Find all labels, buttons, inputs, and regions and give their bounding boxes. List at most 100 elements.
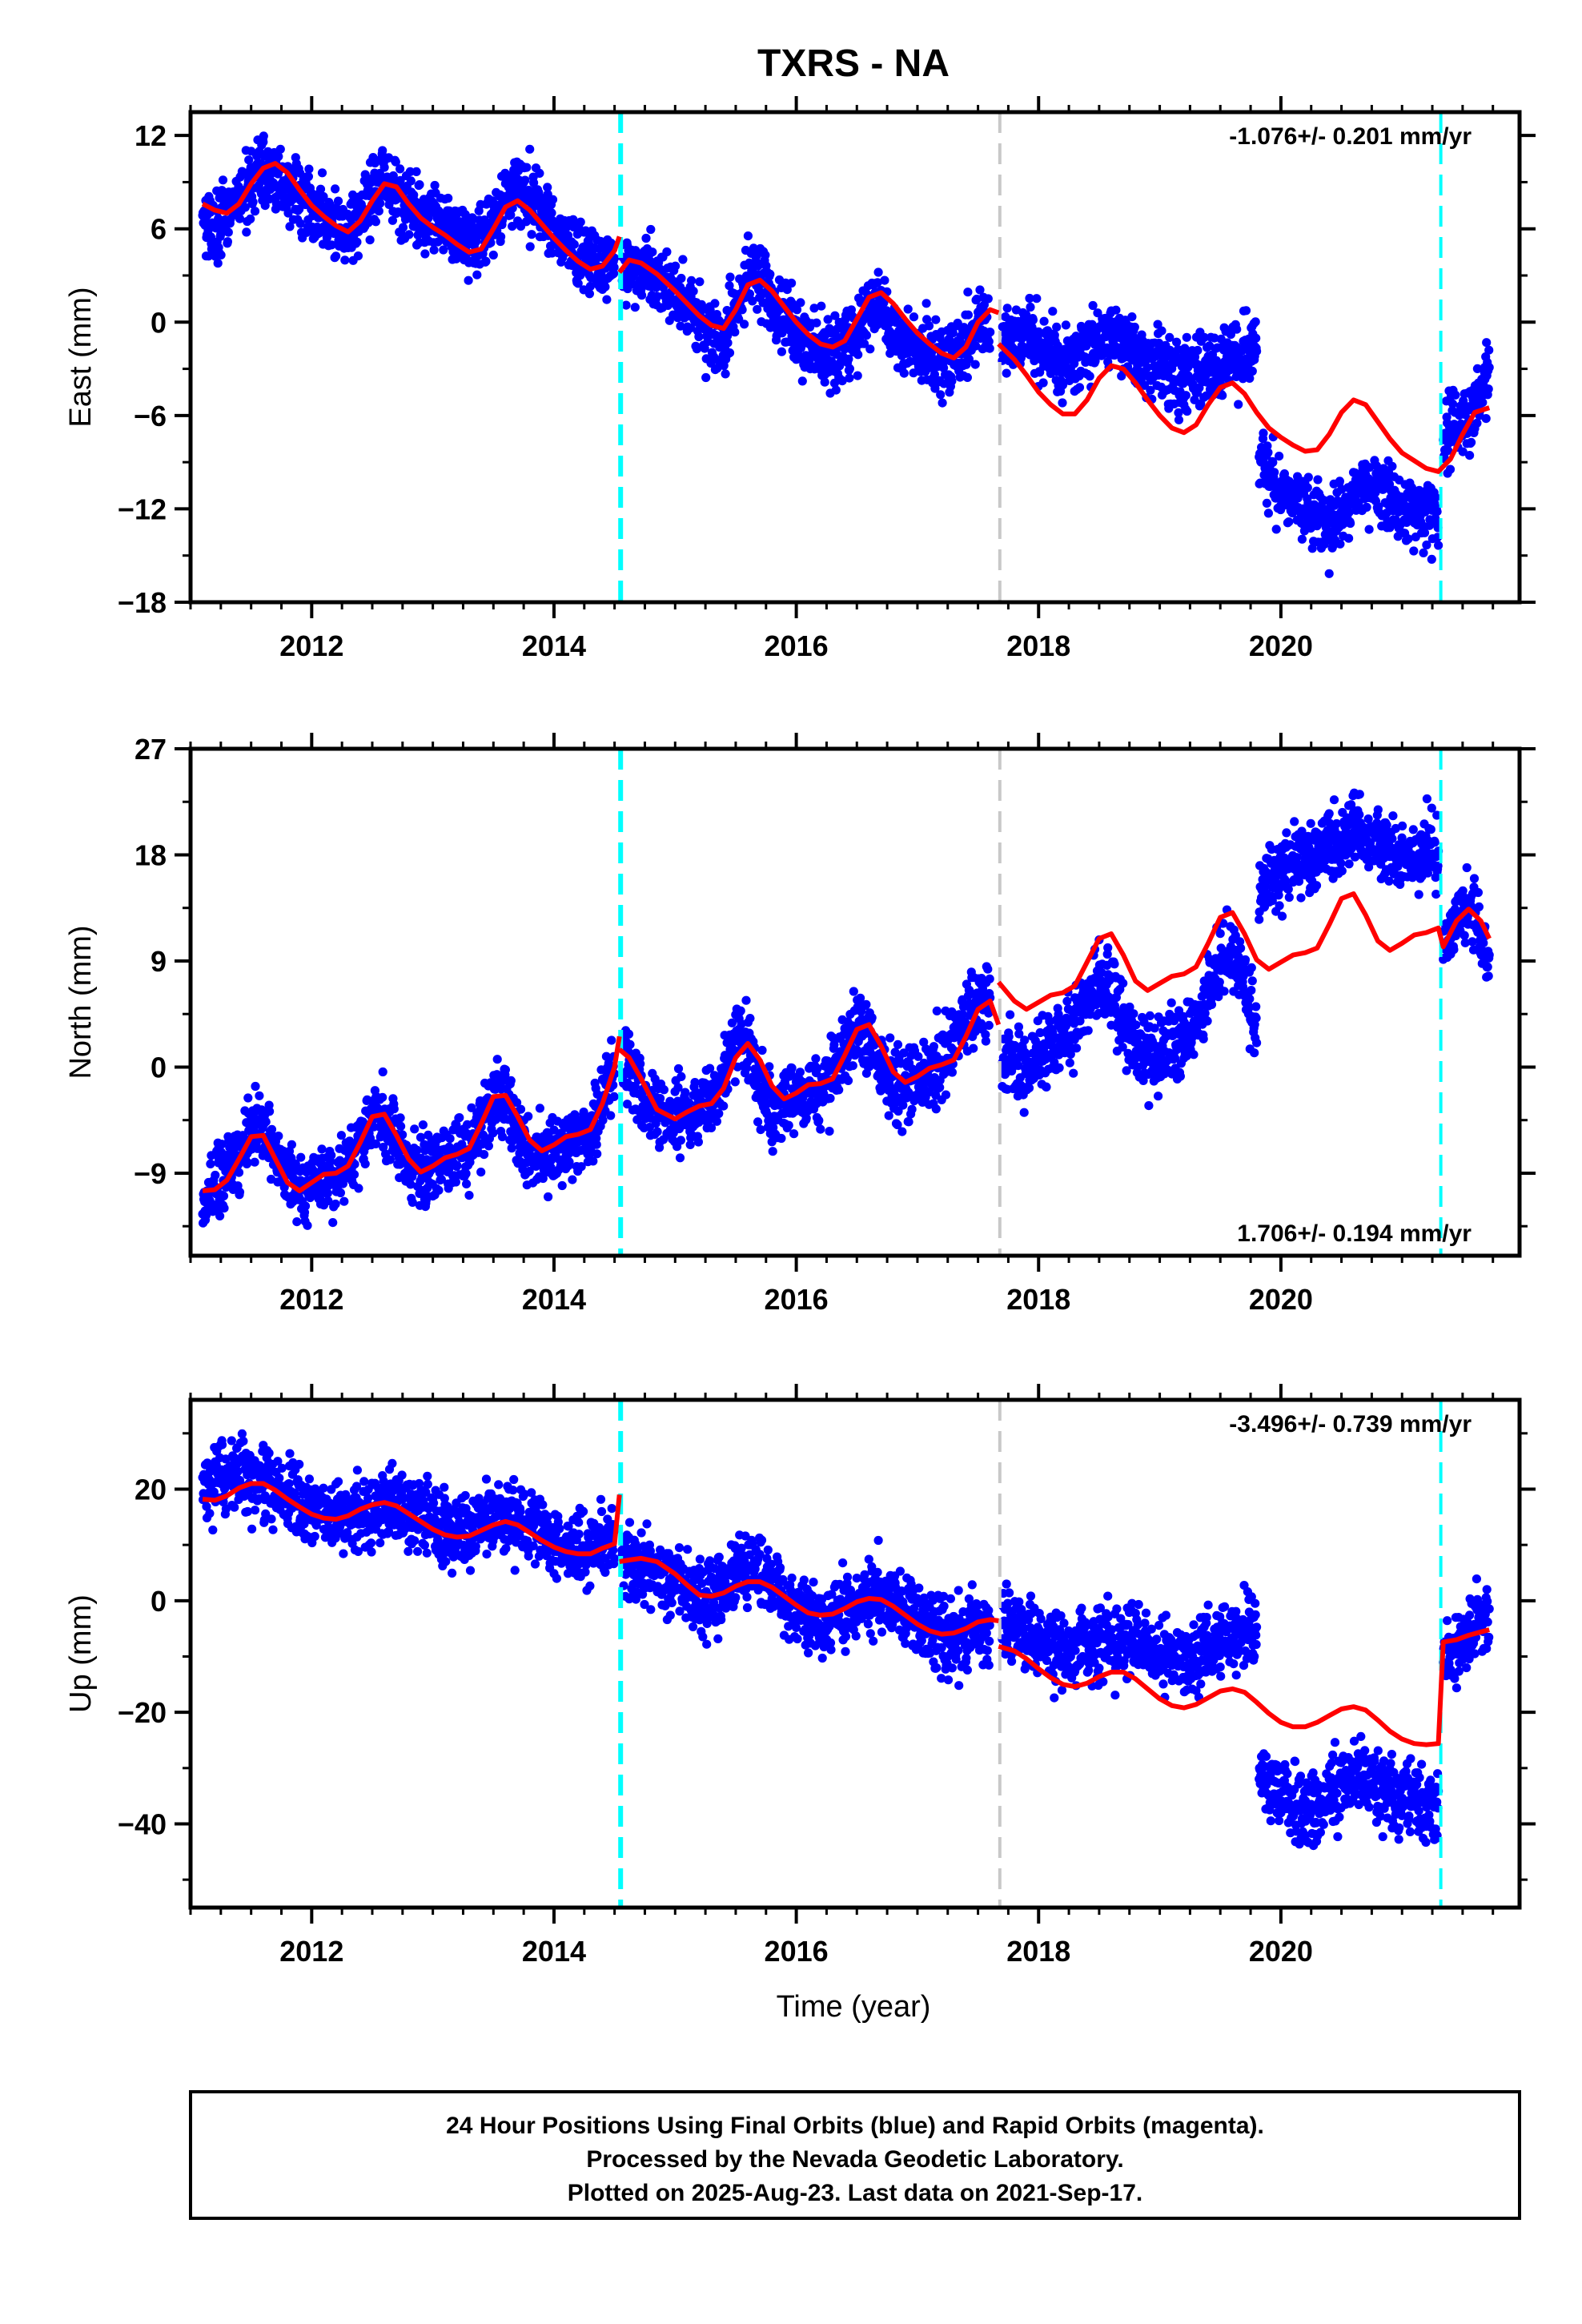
data-point xyxy=(1459,396,1468,405)
data-point xyxy=(725,281,734,291)
data-point xyxy=(705,1063,715,1073)
data-point xyxy=(880,275,889,285)
data-point xyxy=(1431,493,1440,502)
data-point xyxy=(1165,332,1174,342)
data-point xyxy=(439,245,448,255)
data-point xyxy=(1419,528,1430,537)
model-fit-line xyxy=(617,257,1000,360)
data-point xyxy=(1111,305,1121,315)
data-point xyxy=(1182,332,1191,342)
data-point xyxy=(451,1177,461,1187)
data-point xyxy=(765,1062,774,1072)
data-point xyxy=(845,373,854,383)
data-point xyxy=(598,1116,608,1125)
data-point xyxy=(1427,554,1436,565)
data-point xyxy=(211,1170,220,1180)
data-point xyxy=(1234,400,1243,409)
data-point xyxy=(787,1063,797,1073)
data-point xyxy=(1074,383,1085,392)
data-point xyxy=(795,1068,805,1077)
data-point xyxy=(1202,391,1211,400)
data-point xyxy=(557,1180,567,1191)
data-point xyxy=(805,356,814,365)
data-point xyxy=(304,164,314,174)
data-point xyxy=(525,144,535,154)
figure-title: TXRS - NA xyxy=(757,42,950,85)
data-point xyxy=(250,1157,259,1167)
data-point xyxy=(986,328,995,337)
data-point xyxy=(1307,544,1317,553)
data-point xyxy=(260,201,270,211)
data-point xyxy=(737,305,747,315)
data-point xyxy=(1482,338,1492,348)
data-point xyxy=(484,1141,494,1151)
data-point xyxy=(1241,306,1251,316)
data-point xyxy=(374,207,383,216)
data-point xyxy=(931,315,941,324)
data-point xyxy=(1034,327,1043,336)
data-point xyxy=(741,995,751,1005)
data-point xyxy=(701,372,711,383)
data-point xyxy=(219,1191,229,1200)
data-point xyxy=(641,233,651,243)
data-point xyxy=(410,1124,420,1134)
data-point xyxy=(335,1188,345,1198)
data-point xyxy=(675,1153,685,1163)
data-point xyxy=(243,1158,252,1168)
data-point xyxy=(1263,509,1273,518)
data-point xyxy=(867,1013,877,1023)
data-point xyxy=(856,993,865,1003)
data-point xyxy=(740,320,749,329)
data-point xyxy=(398,223,408,232)
data-point xyxy=(339,1196,349,1206)
data-point xyxy=(244,155,254,165)
data-point xyxy=(885,1033,895,1043)
data-point xyxy=(371,1139,380,1148)
data-point xyxy=(300,1201,311,1211)
data-point xyxy=(1297,534,1307,544)
x-tick-label: 2016 xyxy=(765,629,829,662)
data-point xyxy=(529,178,539,187)
data-point xyxy=(378,1067,387,1077)
y-tick-label: −6 xyxy=(134,400,167,432)
data-point xyxy=(721,369,730,379)
y-tick-label: 12 xyxy=(135,119,167,152)
data-point xyxy=(1303,483,1312,493)
data-point xyxy=(388,171,398,181)
data-point xyxy=(646,224,656,235)
data-point xyxy=(837,376,847,386)
data-point xyxy=(1061,320,1070,330)
data-point xyxy=(782,285,792,295)
data-point xyxy=(690,1078,700,1088)
data-point xyxy=(903,304,913,314)
data-point xyxy=(1268,457,1278,468)
data-point xyxy=(829,1040,839,1050)
data-point xyxy=(354,1184,363,1193)
data-point xyxy=(631,246,640,255)
data-point xyxy=(787,278,797,288)
data-point xyxy=(1481,414,1491,424)
data-point xyxy=(745,289,755,299)
data-point xyxy=(936,390,946,400)
x-tick-label: 2018 xyxy=(1006,629,1070,662)
data-point xyxy=(814,1116,824,1125)
data-point xyxy=(283,208,293,218)
data-point xyxy=(317,168,327,178)
data-point xyxy=(315,184,326,194)
data-point xyxy=(627,279,637,289)
data-point xyxy=(1313,475,1323,485)
data-point xyxy=(671,261,681,271)
data-point xyxy=(685,1098,694,1108)
data-point xyxy=(406,1180,416,1189)
data-point xyxy=(811,1054,821,1063)
data-point xyxy=(853,371,862,380)
data-point xyxy=(1032,294,1042,304)
data-point xyxy=(602,295,612,304)
y-tick-label: −18 xyxy=(118,586,167,619)
data-point xyxy=(365,1133,375,1143)
data-point xyxy=(743,231,753,241)
data-point xyxy=(396,1113,405,1123)
data-point xyxy=(600,282,610,292)
data-point xyxy=(659,1085,669,1095)
data-point xyxy=(609,1092,619,1101)
